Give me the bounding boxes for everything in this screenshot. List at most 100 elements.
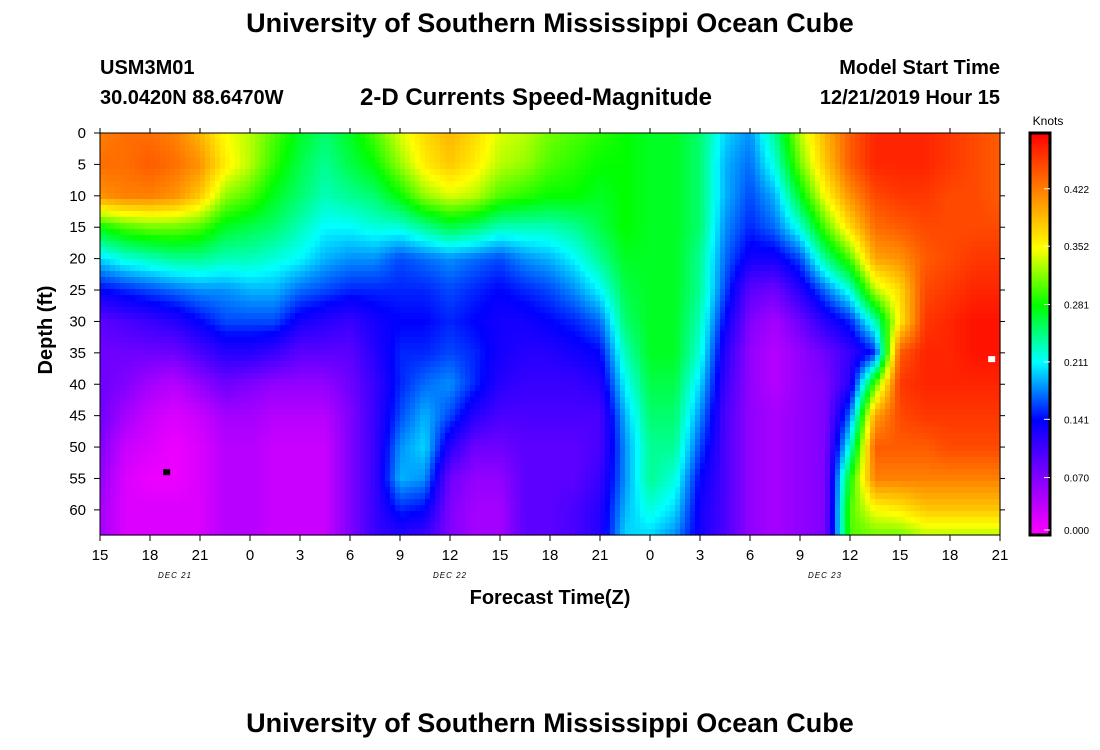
heatmap-cell [455, 265, 461, 272]
heatmap-cell [250, 175, 256, 182]
heatmap-cell [295, 217, 301, 224]
heatmap-cell [110, 223, 116, 230]
heatmap-cell [250, 439, 256, 446]
heatmap-cell [410, 187, 416, 194]
heatmap-cell [425, 409, 431, 416]
heatmap-cell [430, 391, 436, 398]
heatmap-cell [410, 205, 416, 212]
heatmap-cell [385, 169, 391, 176]
heatmap-cell [105, 529, 111, 536]
heatmap-cell [375, 373, 381, 380]
heatmap-cell [180, 409, 186, 416]
heatmap-cell [425, 415, 431, 422]
heatmap-cell [415, 337, 421, 344]
heatmap-cell [320, 427, 326, 434]
heatmap-cell [185, 505, 191, 512]
heatmap-cell [400, 475, 406, 482]
heatmap-cell [110, 421, 116, 428]
heatmap-cell [335, 379, 341, 386]
heatmap-cell [225, 301, 231, 308]
heatmap-cell [260, 313, 266, 320]
heatmap-cell [195, 331, 201, 338]
heatmap-cell [285, 223, 291, 230]
heatmap-cell [170, 379, 176, 386]
heatmap-cell [240, 151, 246, 158]
heatmap-cell [115, 517, 121, 524]
heatmap-cell [360, 193, 366, 200]
heatmap-cell [155, 397, 161, 404]
heatmap-cell [390, 193, 396, 200]
heatmap-cell [160, 169, 166, 176]
heatmap-cell [465, 295, 471, 302]
heatmap-cell [295, 421, 301, 428]
heatmap-cell [415, 205, 421, 212]
heatmap-cell [425, 241, 431, 248]
heatmap-cell [175, 259, 181, 266]
heatmap-cell [210, 319, 216, 326]
heatmap-cell [235, 217, 241, 224]
heatmap-cell [370, 391, 376, 398]
heatmap-cell [245, 343, 251, 350]
heatmap-cell [360, 163, 366, 170]
heatmap-cell [255, 295, 261, 302]
heatmap-cell [110, 259, 116, 266]
heatmap-cell [165, 181, 171, 188]
heatmap-cell [250, 229, 256, 236]
heatmap-cell [340, 373, 346, 380]
heatmap-cell [445, 331, 451, 338]
heatmap-cell [375, 385, 381, 392]
heatmap-cell [370, 469, 376, 476]
heatmap-cell [170, 241, 176, 248]
heatmap-cell [460, 337, 466, 344]
heatmap-cell [255, 319, 261, 326]
heatmap-cell [450, 283, 456, 290]
heatmap-cell [260, 271, 266, 278]
heatmap-cell [345, 517, 351, 524]
heatmap-cell [330, 517, 336, 524]
heatmap-cell [455, 433, 461, 440]
heatmap-cell [130, 277, 136, 284]
heatmap-cell [215, 379, 221, 386]
heatmap-cell [130, 433, 136, 440]
heatmap-cell [410, 409, 416, 416]
heatmap-cell [385, 283, 391, 290]
heatmap-cell [320, 265, 326, 272]
heatmap-cell [395, 307, 401, 314]
heatmap-cell [145, 139, 151, 146]
heatmap-cell [390, 313, 396, 320]
heatmap-cell [405, 301, 411, 308]
heatmap-cell [130, 265, 136, 272]
heatmap-cell [435, 319, 441, 326]
heatmap-cell [460, 409, 466, 416]
heatmap-cell [335, 223, 341, 230]
heatmap-cell [145, 343, 151, 350]
heatmap-cell [270, 379, 276, 386]
heatmap-cell [220, 427, 226, 434]
heatmap-cell [295, 163, 301, 170]
heatmap-cell [275, 253, 281, 260]
heatmap-cell [225, 283, 231, 290]
heatmap-cell [240, 211, 246, 218]
heatmap-cell [405, 373, 411, 380]
heatmap-cell [370, 523, 376, 530]
heatmap-cell [305, 493, 311, 500]
heatmap-cell [365, 229, 371, 236]
heatmap-cell [470, 145, 476, 152]
heatmap-cell [445, 151, 451, 158]
heatmap-cell [300, 283, 306, 290]
heatmap-cell [370, 229, 376, 236]
heatmap-cell [415, 481, 421, 488]
heatmap-cell [420, 373, 426, 380]
heatmap-cell [105, 511, 111, 518]
heatmap-cell [200, 343, 206, 350]
heatmap-cell [275, 199, 281, 206]
heatmap-cell [255, 259, 261, 266]
heatmap-cell [425, 373, 431, 380]
heatmap-cell [140, 277, 146, 284]
heatmap-cell [285, 265, 291, 272]
heatmap-cell [165, 319, 171, 326]
heatmap-cell [115, 367, 121, 374]
heatmap-cell [245, 379, 251, 386]
heatmap-cell [250, 445, 256, 452]
heatmap-cell [425, 463, 431, 470]
